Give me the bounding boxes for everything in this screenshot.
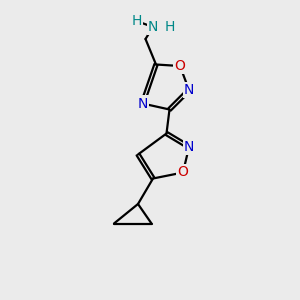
Text: N: N <box>148 20 158 34</box>
Text: O: O <box>175 59 185 73</box>
Text: H: H <box>131 14 142 28</box>
Text: N: N <box>184 83 194 97</box>
Text: N: N <box>137 97 148 110</box>
Text: H: H <box>164 20 175 34</box>
Text: O: O <box>178 166 188 179</box>
Text: N: N <box>184 140 194 154</box>
